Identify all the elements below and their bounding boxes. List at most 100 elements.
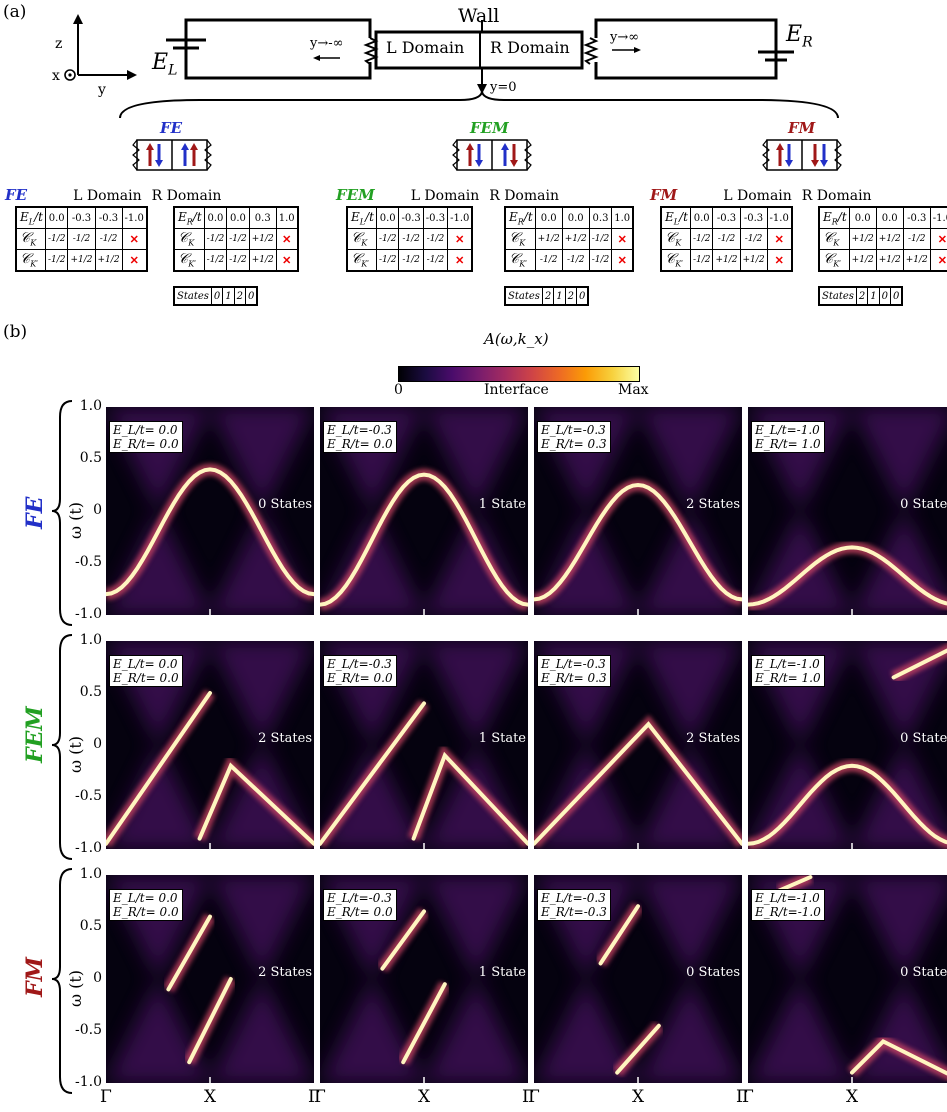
interface-band [598, 904, 640, 966]
fem-config-label: FEM [470, 119, 509, 137]
row-header: 𝒞K [504, 228, 536, 250]
states-count-label: 0 States [900, 497, 947, 512]
er-value: E_R/t= 0.0 [327, 671, 393, 685]
er-value: E_R/t= 1.0 [755, 671, 821, 685]
r-domain-table: ER/t 0.0 0.0 0.3 1.0 𝒞K +1/2 +1/2 -1/2 ✕ 𝒞K′ -1/2 -1… [504, 206, 635, 272]
x-mark-icon: ✕ [766, 228, 793, 250]
el-value: E_L/t=-0.3 [327, 891, 392, 905]
table-title: FM L Domain R Domain [650, 186, 872, 204]
spectral-map [106, 875, 314, 1083]
row-brace [51, 400, 73, 626]
y-tick-label: -0.5 [75, 1022, 102, 1038]
spectral-panel: E_L/t=-1.0E_R/t= 1.0 0 States [748, 407, 947, 615]
curly-brace [119, 91, 839, 119]
parameter-box: E_L/t=-1.0 E_R/t= 1.0 [751, 655, 825, 687]
states-count-label: 2 States [686, 497, 740, 512]
interface-band [748, 763, 947, 846]
x-mark-icon: ✕ [611, 249, 634, 272]
interface-band [320, 472, 528, 607]
cell-value: -1/2 [44, 249, 69, 272]
interface-band [748, 545, 947, 607]
y-tick-label: 1.0 [79, 866, 102, 882]
colorbar [398, 366, 640, 382]
y-right-label: y→∞ [610, 30, 640, 45]
interface-band [320, 701, 426, 846]
axis-z-label: z [55, 36, 63, 52]
spectral-map [320, 641, 528, 849]
cell-value: -1/2 [375, 228, 400, 250]
table-row: 𝒞K -1/2 -1/2 -1/2 ✕ [660, 228, 793, 250]
colorbar-max: Max [618, 382, 649, 398]
panel-b-label: (b) [3, 322, 28, 342]
l-domain-table: EL/t 0.0 -0.3 -0.3 -1.0 𝒞K -1/2 -1/2 -1/2 ✕ 𝒞K′ -1/… [660, 206, 793, 272]
er-value: E_R/t= 0.0 [113, 905, 179, 919]
r-domain-title: R Domain [151, 188, 222, 204]
el-value: E_L/t=-1.0 [755, 891, 820, 905]
row-header: EL/t [346, 206, 377, 229]
spectral-map [748, 407, 947, 615]
spring-left-icon [363, 37, 379, 65]
states-count-label: 2 States [258, 731, 312, 746]
x-tick-label: X [204, 1087, 217, 1107]
x-mark-icon: ✕ [275, 249, 299, 272]
table-row: ER/t0.00.0-0.3-1.0 [818, 206, 947, 229]
y-tick-label: -0.5 [75, 554, 102, 570]
row-header: 𝒞K′ [346, 249, 377, 272]
spectral-panel: E_L/t=-1.0E_R/t= 1.0 0 States [748, 641, 947, 849]
r-domain-table: ER/t0.00.0-0.3-1.0𝒞K+1/2+1/2-1/2✕𝒞K′+1/2… [818, 206, 947, 272]
cell-value: +1/2 [902, 249, 931, 272]
row-label: FEM [22, 706, 48, 763]
er-value: E_R/t= 0.0 [327, 437, 393, 451]
x-tick-label: X [418, 1087, 431, 1107]
spectral-map [534, 875, 742, 1083]
chern-tables: FE L Domain R Domain EL/t 0.0 -0.3 -0.3 -1.0 𝒞K -… [0, 186, 947, 316]
x-tick-label: X [846, 1087, 859, 1107]
states-count-label: 0 States [900, 965, 947, 980]
x-tick-label: Γ [308, 1087, 320, 1107]
interface-band [166, 914, 212, 992]
row-label: FM [22, 957, 48, 997]
y-tick-label: -1.0 [75, 1074, 102, 1090]
cell-value: -0.3 [739, 206, 768, 229]
cell-value: -1/2 [712, 228, 741, 250]
parameter-box: E_L/t=-0.3 E_R/t= 0.3 [537, 421, 611, 453]
x-mark-icon: ✕ [121, 228, 148, 250]
bulk-continuum [534, 875, 742, 1083]
interface-band [187, 977, 233, 1065]
bulk-continuum [106, 407, 314, 615]
cell-value: -1/2 [422, 228, 449, 250]
parameter-box: E_L/t=-0.3 E_R/t= 0.0 [323, 655, 397, 687]
y-tick-label: 0.5 [79, 450, 102, 466]
y-tick-label: 1.0 [79, 632, 102, 648]
x-tick-label: Γ [522, 1087, 534, 1107]
el-value: E_L/t=-1.0 [755, 423, 820, 437]
x-mark-icon: ✕ [447, 228, 473, 250]
spectral-panel: E_L/t= 0.0 E_R/t= 0.0 2 States [106, 875, 314, 1083]
table-row: ER/t 0.0 0.0 0.3 1.0 [504, 206, 634, 229]
table-row: 𝒞K -1/2 -1/2 +1/2 ✕ [173, 228, 299, 250]
parameter-box: E_L/t= 0.0 E_R/t= 0.0 [109, 889, 183, 921]
r-domain-title: R Domain [489, 188, 559, 204]
y-tick-label: 0 [93, 736, 102, 752]
row-header: 𝒞K′ [660, 249, 691, 272]
states-value: 0 [576, 286, 589, 306]
table-tag: FEM [336, 186, 375, 204]
spring-right-icon [583, 37, 599, 65]
spectral-panel: E_L/t=-0.3 E_R/t= 0.3 2 States [534, 407, 742, 615]
row-header: 𝒞K′ [173, 249, 205, 272]
cell-value: -1/2 [398, 249, 424, 272]
table-row: 𝒞K′ -1/2 -1/2 +1/2 ✕ [173, 249, 299, 272]
table-row: 𝒞K′ -1/2 -1/2 -1/2 ✕ [504, 249, 634, 272]
el-value: E_L/t=-0.3 [327, 423, 392, 437]
interface-band [850, 1038, 947, 1076]
spectral-map [534, 407, 742, 615]
l-domain-table: EL/t 0.0 -0.3 -0.3 -1.0 𝒞K -1/2 -1/2 -1/2 ✕ 𝒞K′ -1/… [346, 206, 474, 272]
el-value: E_L/t=-0.3 [327, 657, 392, 671]
table-row: States 2 1 2 0 [504, 286, 589, 306]
cell-value: -1/2 [739, 228, 768, 250]
x-axis-dot-icon [64, 69, 76, 81]
x-mark-icon: ✕ [929, 228, 947, 250]
row-header: EL/t [15, 206, 46, 229]
interface-band [380, 909, 426, 971]
